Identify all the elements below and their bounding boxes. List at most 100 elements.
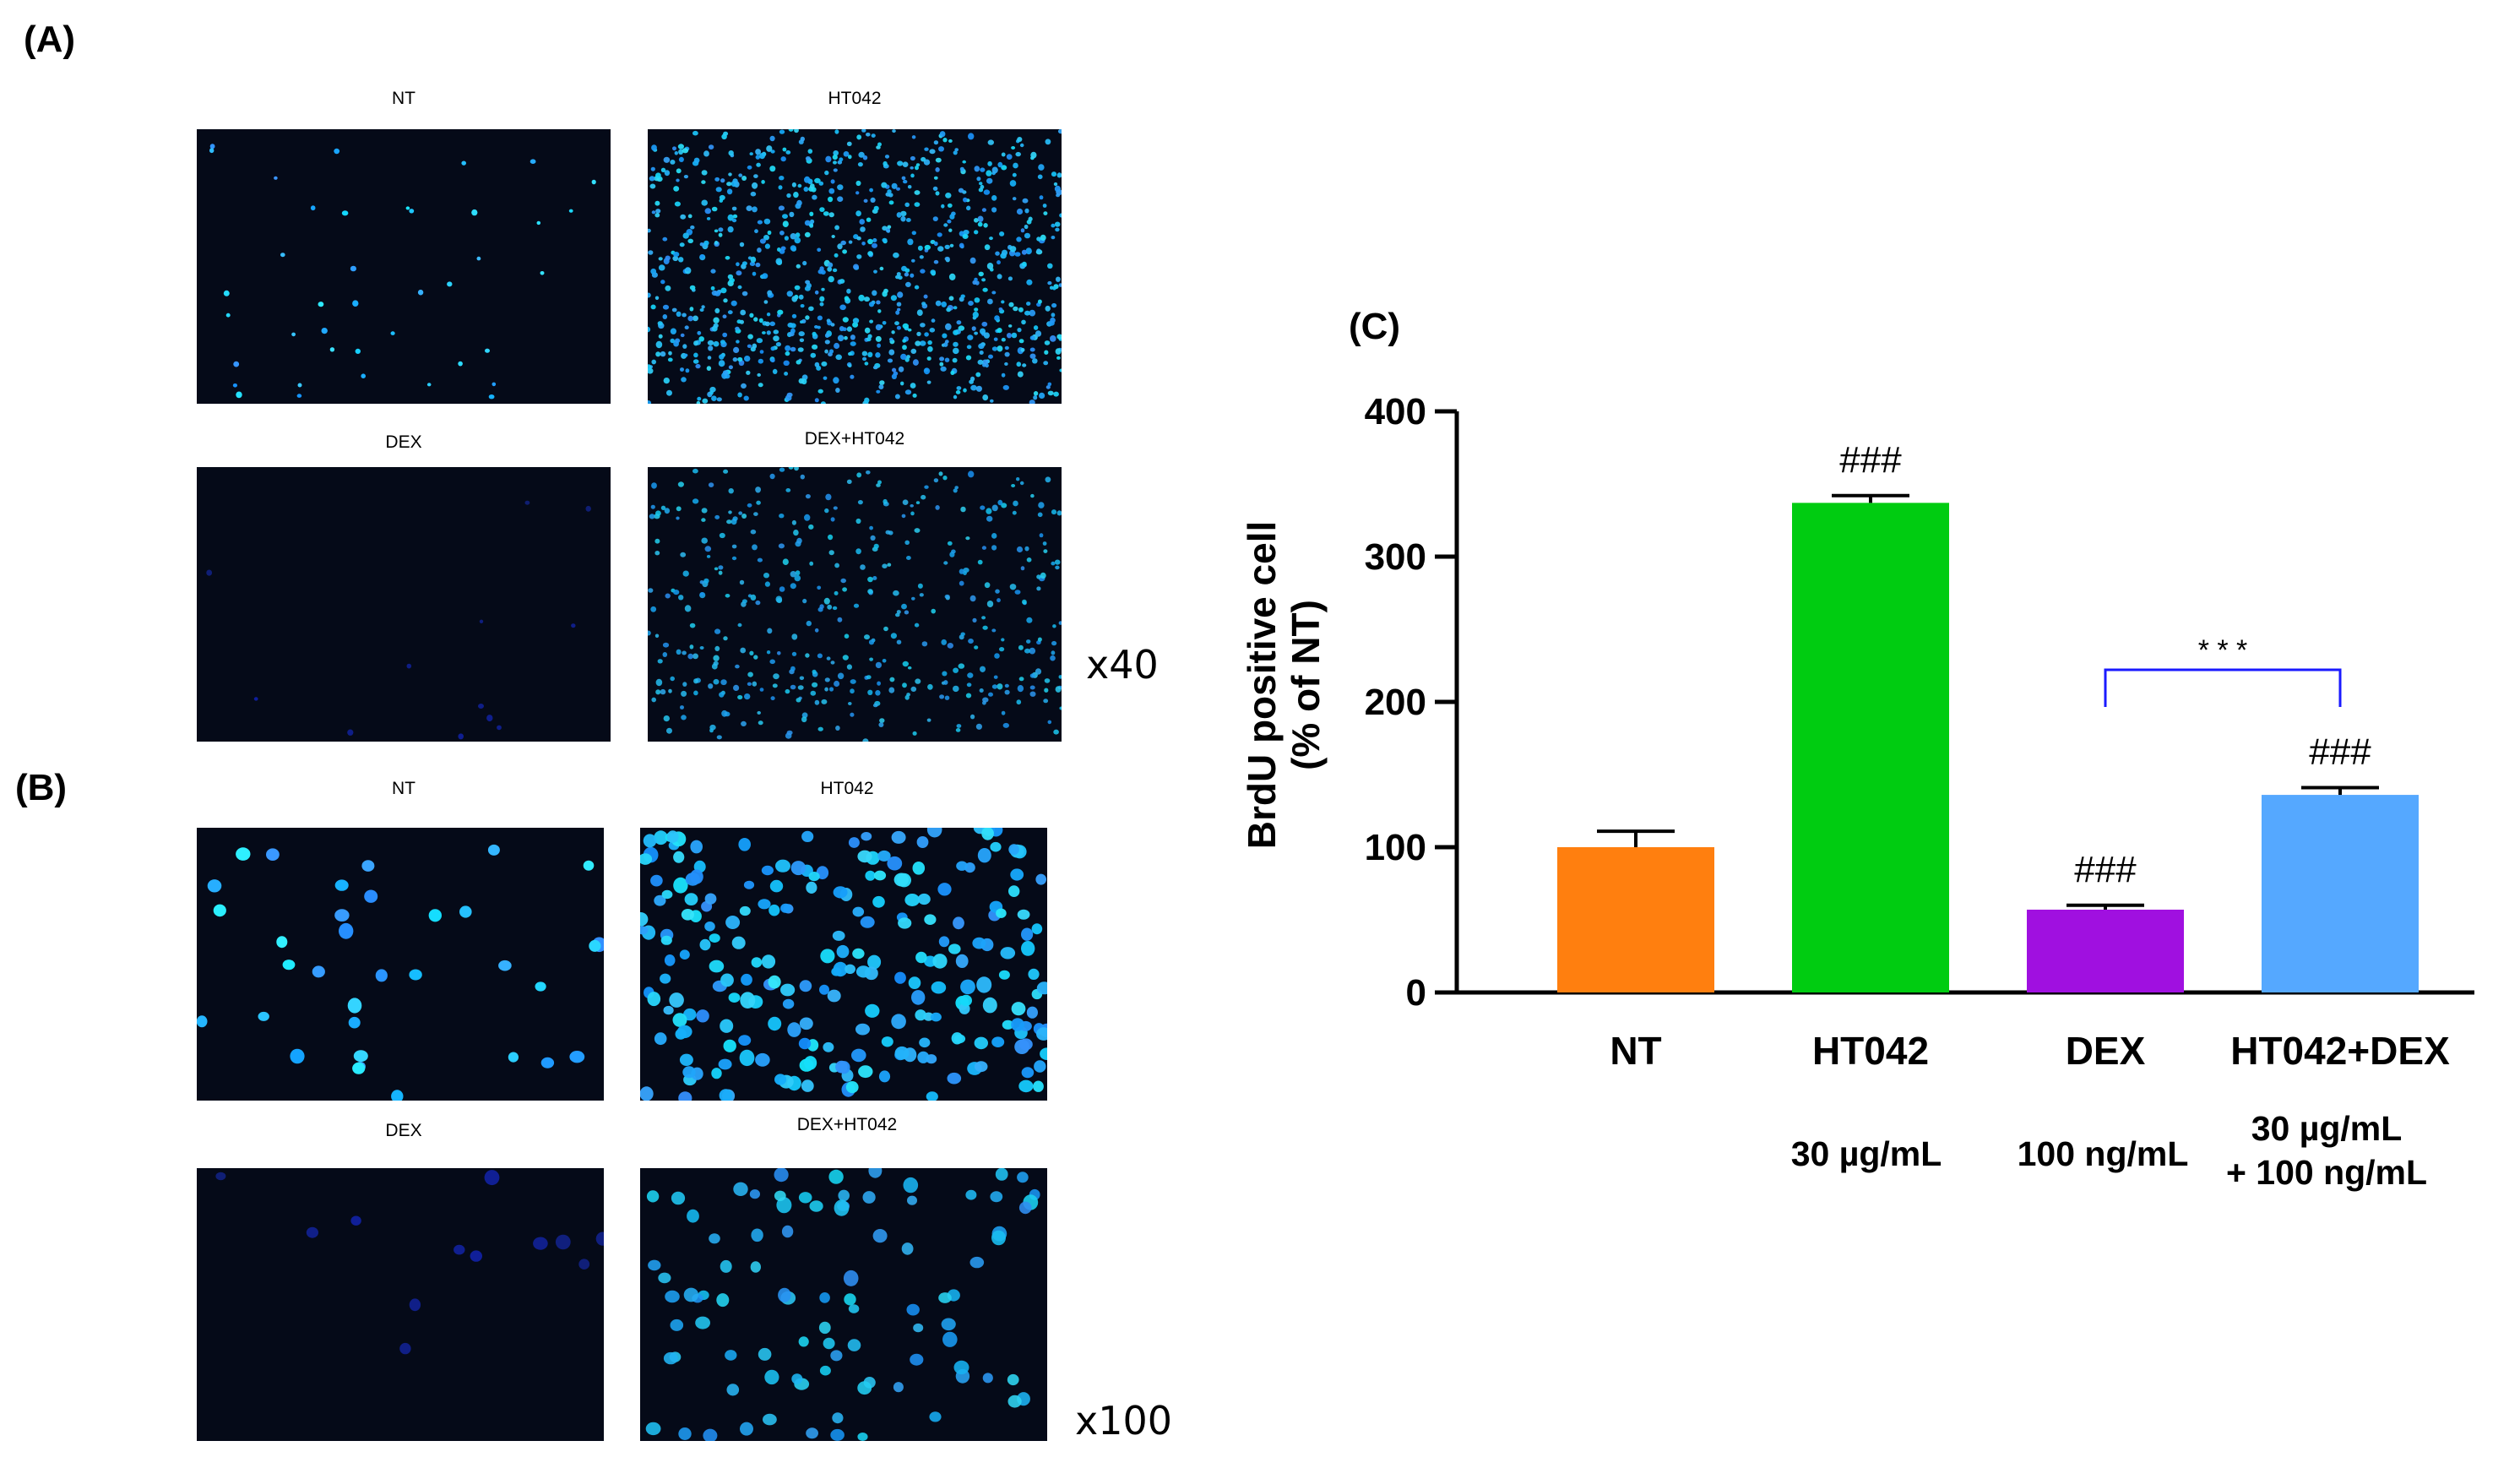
- nucleus: [774, 1190, 786, 1201]
- nucleus: [944, 594, 950, 599]
- nucleus: [1044, 350, 1049, 355]
- nucleus: [876, 300, 881, 305]
- nucleus: [948, 228, 953, 232]
- nucleus: [1017, 909, 1030, 920]
- nucleus: [713, 323, 719, 329]
- nucleus: [713, 340, 720, 347]
- nucleus: [980, 184, 985, 189]
- nucleus: [894, 394, 900, 400]
- nucleus: [939, 131, 946, 138]
- nucleus: [832, 606, 838, 611]
- nucleus: [823, 1337, 835, 1350]
- nucleus: [723, 469, 729, 474]
- nucleus: [856, 236, 861, 241]
- nucleus: [678, 257, 684, 263]
- nucleus: [689, 644, 694, 650]
- nucleus: [684, 353, 688, 357]
- nucleus: [821, 361, 828, 367]
- nucleus: [769, 166, 776, 172]
- nuclei-field: [648, 467, 1062, 742]
- nucleus: [786, 193, 791, 198]
- nucleus: [809, 561, 814, 566]
- nucleus: [817, 247, 822, 253]
- nucleus: [941, 301, 947, 307]
- nucleus: [790, 666, 796, 671]
- nucleus: [833, 160, 837, 165]
- nucleus: [974, 331, 978, 335]
- nucleus: [318, 302, 324, 307]
- nucleus: [997, 683, 1003, 690]
- nucleus: [677, 144, 684, 150]
- nucleus: [972, 311, 979, 318]
- nucleus: [867, 576, 873, 583]
- nucleus: [834, 563, 839, 568]
- nucleus: [533, 1237, 548, 1250]
- nucleus: [945, 323, 952, 330]
- nucleus: [920, 323, 926, 328]
- nucleus: [352, 1062, 366, 1074]
- nucleus: [535, 981, 546, 992]
- nucleus: [891, 1014, 906, 1030]
- nucleus: [409, 209, 415, 214]
- nucleus: [1007, 1395, 1022, 1408]
- nucleus: [910, 173, 915, 178]
- nucleus: [776, 1197, 792, 1214]
- nucleus: [902, 161, 909, 167]
- nucleus: [932, 186, 938, 191]
- nucleus: [1047, 720, 1052, 725]
- nucleus: [1057, 129, 1062, 134]
- nucleus: [731, 556, 737, 561]
- nucleus: [728, 365, 733, 370]
- nucleus: [852, 948, 865, 960]
- nucleus: [915, 501, 921, 504]
- nucleus: [779, 176, 785, 181]
- nucleus: [775, 342, 781, 347]
- nucleus: [1001, 337, 1006, 342]
- nucleus: [804, 514, 811, 521]
- nucleus: [714, 307, 720, 313]
- nucleus: [681, 690, 687, 697]
- nucleus: [780, 246, 786, 251]
- nucleus: [902, 323, 909, 329]
- nucleus: [796, 199, 802, 206]
- nucleus: [924, 332, 929, 337]
- nucleus: [882, 321, 887, 325]
- nucleus: [406, 663, 412, 669]
- nucleus: [768, 904, 780, 916]
- nucleus: [827, 604, 833, 610]
- nucleus: [791, 182, 796, 188]
- nucleus: [777, 651, 781, 655]
- nucleus: [1028, 968, 1040, 980]
- nucleus: [660, 688, 666, 695]
- nucleus: [824, 687, 828, 692]
- nucleus: [937, 232, 942, 237]
- nucleus: [681, 377, 687, 383]
- nucleus: [1035, 330, 1042, 337]
- nucleus: [999, 647, 1005, 652]
- nucleus: [824, 508, 829, 514]
- nucleus: [663, 378, 670, 384]
- nucleus: [853, 264, 859, 270]
- nucleus: [704, 546, 712, 552]
- nucleus: [987, 139, 994, 145]
- nucleus: [832, 268, 838, 273]
- nucleus: [915, 340, 921, 346]
- nucleus: [970, 714, 975, 720]
- nucleus: [670, 338, 675, 344]
- nuclei-field: [640, 828, 1047, 1101]
- nucleus: [999, 231, 1005, 237]
- nucleus: [998, 307, 1003, 311]
- nucleus: [714, 241, 719, 245]
- nucleus: [711, 206, 718, 212]
- nucleus: [910, 273, 915, 278]
- nucleus: [683, 175, 688, 179]
- x-tick-label: DEX: [2066, 1029, 2146, 1073]
- nucleus: [856, 472, 862, 478]
- nucleus: [812, 669, 817, 674]
- nucleus: [740, 992, 756, 1009]
- nucleus: [758, 383, 763, 388]
- nucleus: [754, 229, 758, 234]
- nucleus: [684, 325, 689, 329]
- nucleus: [478, 704, 484, 709]
- nucleus: [1054, 221, 1061, 227]
